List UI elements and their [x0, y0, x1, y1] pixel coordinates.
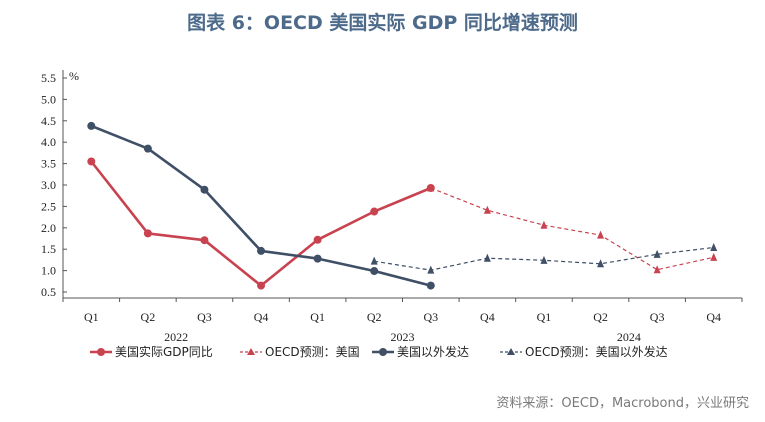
x-tick-label: Q1 [310, 310, 325, 324]
y-tick-label: 2.0 [41, 221, 56, 235]
data-point [313, 254, 322, 263]
y-axis-unit: % [69, 69, 79, 83]
x-tick-label: Q2 [593, 310, 608, 324]
data-point [427, 183, 435, 192]
data-point [257, 281, 266, 290]
x-group-label: 2024 [617, 330, 641, 344]
series-line [90, 124, 432, 287]
data-point [653, 249, 661, 258]
series-line [430, 187, 714, 271]
data-point [597, 259, 605, 268]
legend-label: 美国以外发达 [397, 344, 469, 359]
series-markers [87, 121, 718, 290]
x-group-label: 2022 [164, 330, 188, 344]
source-note: 资料来源：OECD，Macrobond，兴业研究 [496, 396, 749, 411]
y-tick-label: 3.5 [41, 157, 56, 171]
legend-swatch-marker [247, 348, 255, 355]
x-tick-label: Q3 [650, 310, 665, 324]
x-tick-label: Q2 [141, 310, 156, 324]
data-point [313, 235, 322, 244]
data-point [540, 255, 548, 264]
data-point [483, 253, 491, 262]
line-chart: 0.5 1.0 1.5 2.0 2.5 3.0 3.5 4.0 4.5 5.0 5.5 % Q1 Q2 Q3… [41, 69, 743, 359]
chart-title: 图表 6：OECD 美国实际 GDP 同比增速预测 [187, 12, 578, 34]
data-point [653, 265, 661, 274]
data-point [370, 207, 379, 216]
data-point [200, 185, 209, 194]
data-point [427, 265, 435, 274]
legend-label: 美国实际GDP同比 [115, 344, 213, 359]
legend-label: OECD预测：美国 [265, 345, 360, 359]
y-tick-label: 1.0 [41, 264, 56, 278]
x-tick-label: Q2 [367, 310, 382, 324]
legend-label: OECD预测：美国以外发达 [525, 344, 668, 359]
axes: 0.5 1.0 1.5 2.0 2.5 3.0 3.5 4.0 4.5 5.0 5.5 % Q1 Q2 Q3… [41, 69, 743, 344]
data-point [370, 256, 378, 265]
data-point [426, 281, 435, 290]
data-point [143, 144, 152, 153]
series-line [90, 160, 432, 287]
x-tick-label: Q3 [423, 310, 438, 324]
data-point [200, 236, 209, 245]
legend-swatch-marker [379, 348, 387, 356]
data-point [257, 246, 266, 255]
data-point [370, 267, 379, 276]
data-point [143, 229, 152, 238]
legend-swatch-marker [507, 348, 515, 355]
data-point [483, 205, 491, 214]
series-lines [90, 124, 714, 287]
y-tick-label: 2.5 [41, 199, 56, 213]
y-tick-label: 4.5 [41, 114, 56, 128]
data-point [710, 242, 718, 251]
x-tick-label: Q1 [537, 310, 552, 324]
x-tick-label: Q1 [84, 310, 99, 324]
data-point [597, 230, 605, 239]
legend: 美国实际GDP同比 OECD预测：美国 美国以外发达 OECD预测：美国以外发达 [90, 344, 668, 359]
y-tick-label: 0.5 [41, 285, 56, 299]
x-tick-label: Q3 [197, 310, 212, 324]
y-tick-label: 3.0 [41, 178, 56, 192]
data-point [710, 252, 718, 261]
y-tick-label: 5.5 [41, 71, 56, 85]
data-point [87, 121, 96, 130]
data-point [87, 157, 96, 166]
x-tick-label: Q4 [254, 310, 269, 324]
data-point [540, 220, 548, 229]
y-tick-label: 1.5 [41, 242, 56, 256]
x-tick-label: Q4 [706, 310, 721, 324]
y-tick-label: 5.0 [41, 92, 56, 106]
y-tick-label: 4.0 [41, 135, 56, 149]
x-tick-label: Q4 [480, 310, 495, 324]
x-group-label: 2023 [391, 330, 415, 344]
legend-swatch-marker [97, 348, 105, 356]
